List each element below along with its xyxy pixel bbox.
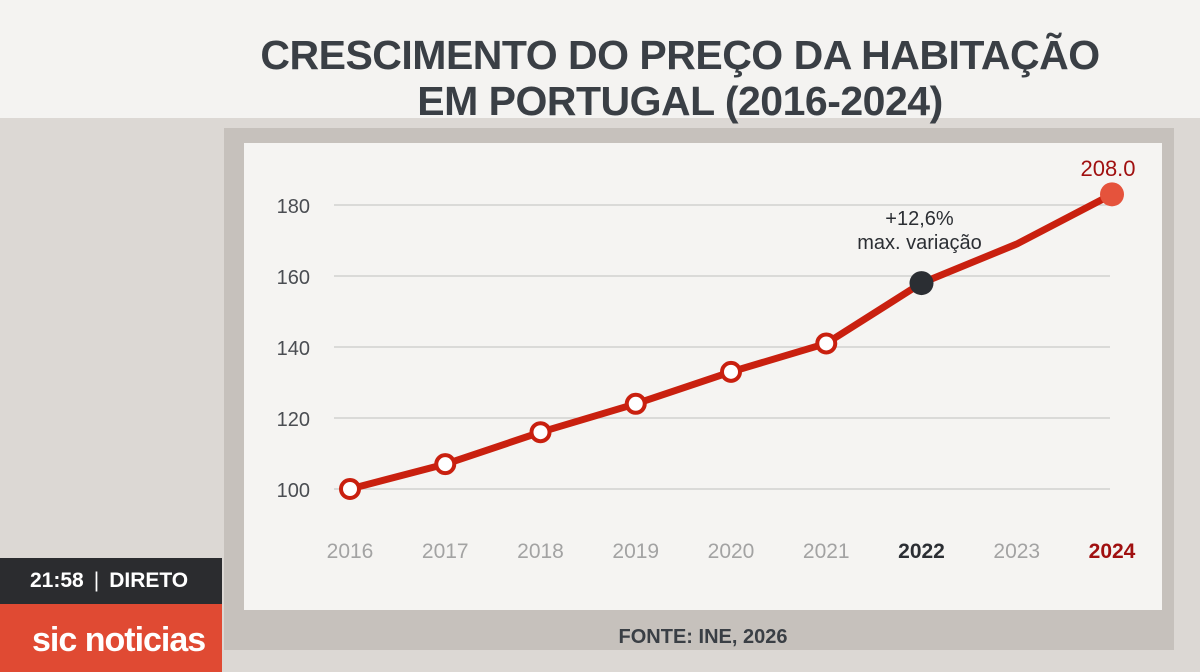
last-point: [1100, 182, 1124, 207]
live-label: DIRETO: [109, 569, 189, 592]
x-tick-label: 2017: [422, 540, 469, 563]
line-chart: 100 120 140 160 180 2016 2017 2018 2019 2020 2021 2…: [277, 156, 1136, 563]
chart-title-line-2: EM PORTUGAL (2016-2024): [417, 78, 943, 124]
data-point: [339, 478, 361, 500]
x-tick-label: 2024: [1089, 540, 1136, 563]
source-caption: FONTE: INE, 2026: [618, 626, 788, 648]
y-tick-label: 100: [277, 480, 310, 502]
y-tick-label: 120: [277, 409, 310, 431]
series-line: [346, 190, 1116, 493]
data-point: [624, 392, 647, 415]
y-tick-label: 140: [277, 338, 310, 360]
channel-logo: sic noticias: [32, 621, 206, 659]
data-point: [434, 453, 457, 476]
y-tick-label: 160: [277, 267, 310, 289]
clock-bar: 21:58 | DIRETO: [0, 558, 222, 604]
annotation-variation-value: +12,6%: [885, 208, 954, 230]
y-tick-label: 180: [277, 196, 310, 218]
x-tick-label: 2019: [612, 540, 659, 563]
clock-separator: |: [93, 569, 100, 592]
x-tick-label: 2022: [898, 540, 945, 563]
x-tick-label: 2016: [327, 540, 374, 563]
chart-title: CRESCIMENTO DO PREÇO DA HABITAÇÃO EM POR…: [230, 32, 1130, 124]
header-band: [0, 0, 1200, 118]
data-point: [815, 332, 838, 355]
chart-title-line-1: CRESCIMENTO DO PREÇO DA HABITAÇÃO: [260, 32, 1100, 78]
channel-logo-bar: sic noticias: [0, 604, 222, 672]
clock-time: 21:58: [30, 569, 84, 592]
x-tick-label: 2021: [803, 540, 850, 563]
annotation-variation-label: max. variação: [857, 232, 982, 254]
highlight-point: [909, 271, 934, 296]
x-tick-label: 2023: [993, 540, 1040, 563]
x-tick-label: 2020: [708, 540, 755, 563]
data-point: [720, 360, 742, 383]
data-point: [529, 421, 552, 444]
x-tick-label: 2018: [517, 540, 564, 563]
last-value-label: 208.0: [1080, 156, 1135, 181]
chart-panel: 100 120 140 160 180 2016 2017 2018 2019 2020 2021 2…: [244, 143, 1162, 610]
